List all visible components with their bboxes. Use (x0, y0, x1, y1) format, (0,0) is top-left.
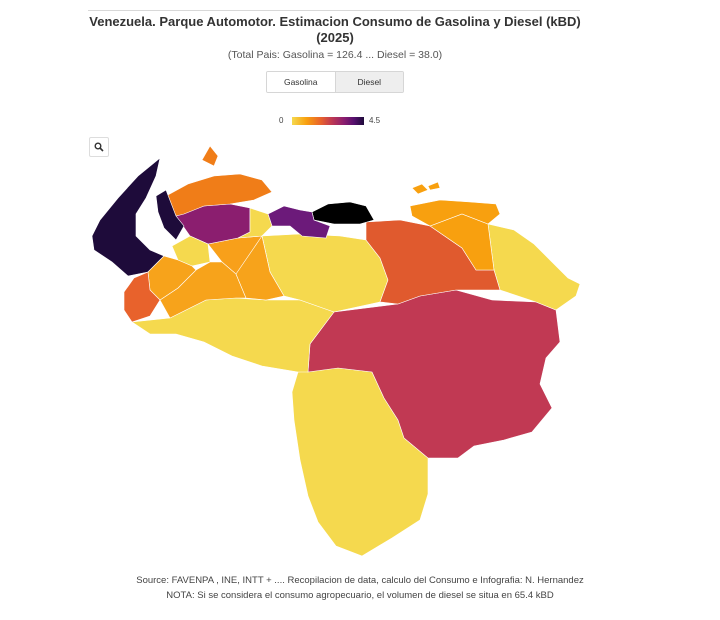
state-portuguesa[interactable] (235, 235, 285, 301)
state-zulia[interactable] (91, 157, 165, 277)
state-miranda[interactable] (311, 201, 375, 225)
map-subtitle: (Total Pais: Gasolina = 126.4 ... Diesel… (227, 49, 443, 61)
legend-color-scale (292, 117, 364, 125)
source-footnote: Source: FAVENPA , INE, INTT + .... Recop… (136, 575, 584, 586)
state-nueva-esparta-2[interactable] (427, 181, 441, 191)
legend-min-label: 0 (279, 116, 284, 125)
state-apure[interactable] (131, 297, 335, 373)
state-aragua[interactable] (267, 205, 331, 239)
gasolina-button[interactable]: Gasolina (267, 72, 335, 92)
state-zulia-east[interactable] (155, 189, 185, 241)
venezuela-map (91, 145, 581, 557)
state-sucre[interactable] (409, 199, 501, 227)
state-delta-amacuro[interactable] (487, 223, 581, 311)
state-falcon[interactable] (165, 173, 273, 217)
note-footnote: NOTA: Si se considera el consumo agropec… (166, 590, 554, 601)
top-divider (88, 10, 580, 11)
diesel-button[interactable]: Diesel (334, 72, 403, 92)
zoom-button[interactable] (89, 137, 109, 157)
state-nueva-esparta[interactable] (411, 183, 429, 195)
map-title: Venezuela. Parque Automotor. Estimacion … (89, 14, 581, 45)
state-falcon-peninsula[interactable] (201, 145, 219, 167)
search-icon (94, 142, 104, 152)
legend-max-label: 4.5 (369, 116, 381, 125)
state-tachira[interactable] (123, 271, 161, 323)
state-bolivar[interactable] (307, 289, 561, 459)
fuel-toggle: Gasolina Diesel (266, 71, 404, 93)
